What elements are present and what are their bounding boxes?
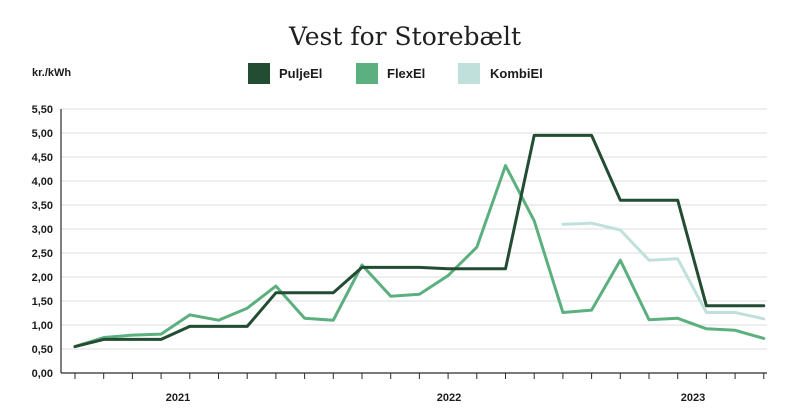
grid (60, 108, 767, 374)
y-axis-ticks: 0,00 0,50 1,00 1,50 2,00 2,50 3,00 3,50 4,00 4,50… (32, 104, 53, 380)
y-tick-label: 3,50 (32, 200, 53, 212)
legend-label: KombiEl (490, 66, 543, 81)
series-line-flexel (73, 164, 766, 349)
legend-swatch (248, 63, 270, 84)
y-tick-label: 4,50 (32, 152, 53, 164)
x-year-label: 2023 (681, 392, 705, 404)
y-tick-label: 2,00 (32, 272, 53, 284)
legend: PuljeEl FlexEl KombiEl (248, 63, 543, 84)
legend-label: PuljeEl (279, 66, 322, 81)
series-line-kombiel (561, 221, 766, 321)
y-tick-label: 0,50 (32, 344, 53, 356)
y-tick-label: 5,50 (32, 104, 53, 116)
y-tick-label: 5,00 (32, 128, 53, 140)
x-year-label: 2021 (166, 392, 190, 404)
y-tick-label: 4,00 (32, 176, 53, 188)
legend-swatch (356, 63, 378, 84)
chart-title: Vest for Storebælt (288, 22, 521, 51)
y-tick-label: 1,00 (32, 320, 53, 332)
x-year-label: 2022 (437, 392, 461, 404)
y-tick-label: 2,50 (32, 248, 53, 260)
series-lines (73, 133, 766, 349)
legend-swatch (458, 63, 480, 84)
legend-label: FlexEl (387, 66, 425, 81)
series-line-puljeel (73, 133, 766, 349)
y-axis-label: kr./kWh (32, 67, 71, 79)
y-tick-label: 1,50 (32, 296, 53, 308)
y-tick-label: 3,00 (32, 224, 53, 236)
x-axis-year-labels: 2021 2022 2023 (166, 392, 705, 404)
y-tick-label: 0,00 (32, 368, 53, 380)
x-axis-ticks (74, 373, 765, 379)
